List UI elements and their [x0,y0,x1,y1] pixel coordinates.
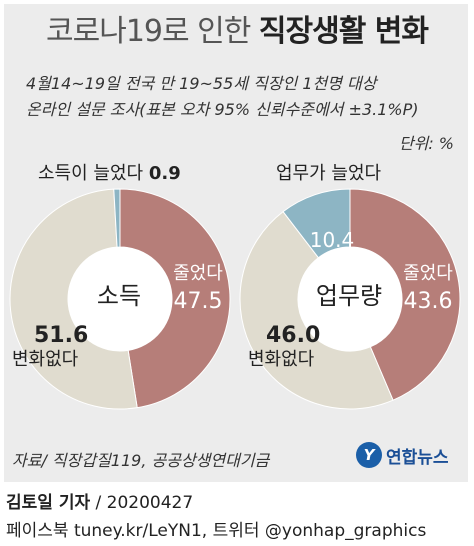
income-decreased-value: 47.5 [173,289,223,314]
income-increased-value: 0.9 [148,163,181,184]
work-increased-value: 10.4 [309,228,355,252]
title-bold: 직장생활 변화 [258,14,429,49]
income-center-label: 소득 [96,282,142,310]
social-links[interactable]: 페이스북 tuney.kr/LeYN1, 트위터 @yonhap_graphic… [6,521,427,541]
unit-label: 단위: % [398,134,454,153]
yonhap-logo-text: 연합뉴스 [386,447,449,468]
work-decreased-label: 줄었다 [403,263,453,284]
publish-date: / 20200427 [90,493,194,513]
work-center-label: 업무량 [315,282,383,310]
income-donut-hole [68,247,172,351]
work-nochange-value: 46.0 [266,323,321,348]
author-name: 김토일 기자 [6,493,91,513]
income-increased-label: 소득이 늘었다 0.9 [38,163,181,184]
title-light: 코로나19로 인한 [46,14,251,49]
yonhap-logo-icon: Y [356,442,382,468]
income-decreased-label: 줄었다 [173,263,223,284]
page-title: 코로나19로 인한 직장생활 변화 [0,6,474,50]
yonhap-logo: Y 연합뉴스 [356,442,449,468]
source-note: 자료/ 직장갑질119, 공공상생연대기금 [12,451,270,470]
work-nochange-label: 변화없다 [248,349,315,370]
income-nochange-label: 변화없다 [12,349,79,370]
author-credit: 김토일 기자 / 20200427 [6,488,193,513]
work-increased-label: 업무가 늘었다 [276,163,382,184]
subtitle-line-2: 온라인 설문 조사(표본 오차 95% 신뢰수준에서 ±3.1%P) [26,100,419,119]
work-decreased-value: 43.6 [403,289,453,314]
subtitle-line-1: 4월14~19일 전국 만 19~55세 직장인 1천명 대상 [26,74,377,93]
income-nochange-value: 51.6 [34,323,89,348]
work-donut-hole [298,247,402,351]
